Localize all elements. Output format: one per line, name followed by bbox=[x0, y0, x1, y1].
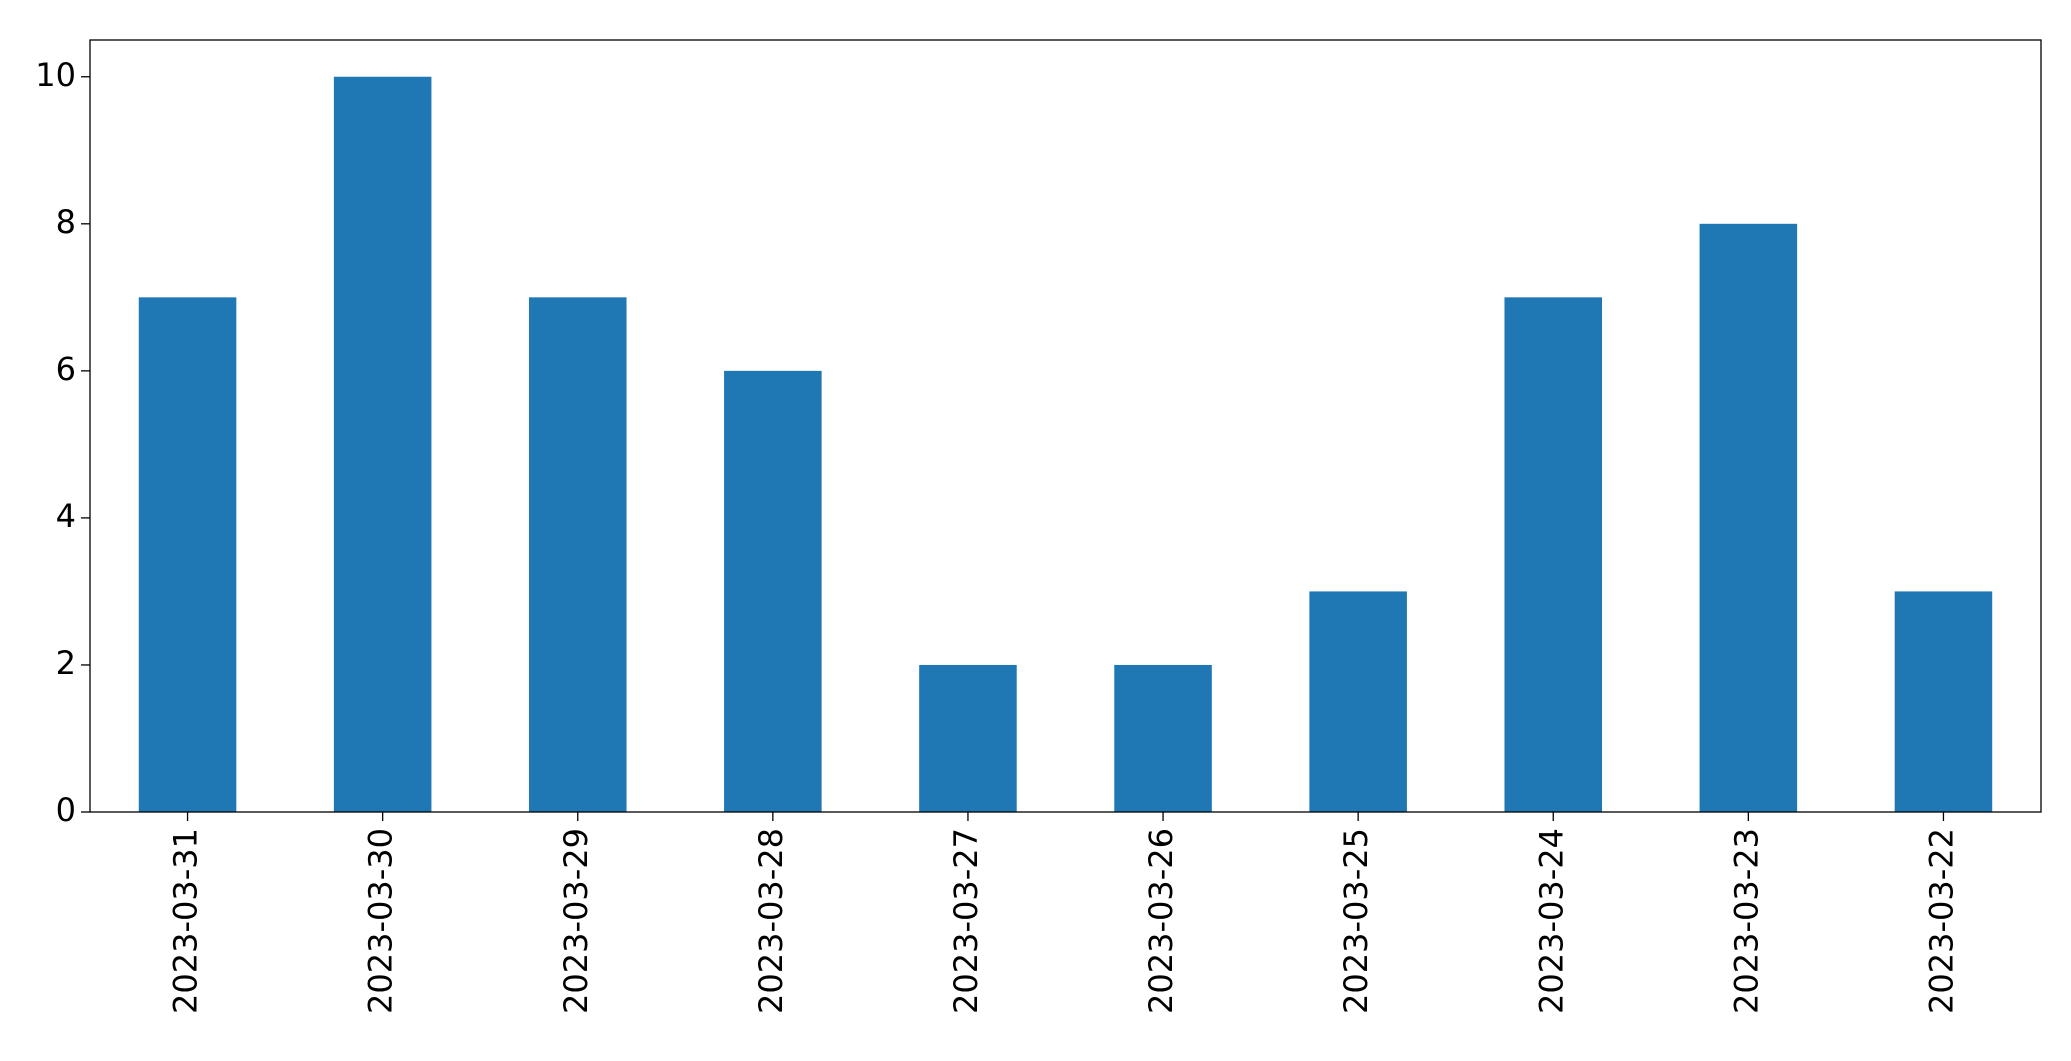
x-tick-label: 2023-03-22 bbox=[1922, 828, 1960, 1014]
x-tick-label: 2023-03-23 bbox=[1727, 828, 1765, 1014]
bar bbox=[138, 297, 237, 812]
y-tick-label: 6 bbox=[56, 350, 76, 388]
y-tick-label: 10 bbox=[35, 56, 76, 94]
y-tick-label: 8 bbox=[56, 203, 76, 241]
bar bbox=[333, 76, 432, 812]
bar bbox=[1114, 664, 1212, 812]
x-tick-label: 2023-03-27 bbox=[947, 828, 985, 1014]
bar bbox=[1504, 297, 1603, 812]
y-tick-label: 2 bbox=[56, 644, 76, 682]
x-tick-label: 2023-03-24 bbox=[1532, 828, 1570, 1014]
bar bbox=[528, 297, 627, 812]
bar bbox=[1894, 591, 1993, 812]
x-tick-label: 2023-03-31 bbox=[167, 828, 205, 1014]
x-tick-label: 2023-03-29 bbox=[557, 828, 595, 1014]
y-tick-label: 4 bbox=[56, 497, 76, 535]
x-tick-label: 2023-03-30 bbox=[362, 828, 400, 1014]
x-tick-label: 2023-03-26 bbox=[1142, 828, 1180, 1014]
bar bbox=[724, 370, 822, 812]
x-tick-label: 2023-03-25 bbox=[1337, 828, 1375, 1014]
x-tick-label: 2023-03-28 bbox=[752, 828, 790, 1014]
bar bbox=[1309, 591, 1407, 812]
plot-frame bbox=[89, 39, 2042, 813]
bar bbox=[919, 664, 1017, 812]
bar bbox=[1699, 223, 1798, 813]
y-tick-label: 0 bbox=[56, 791, 76, 829]
